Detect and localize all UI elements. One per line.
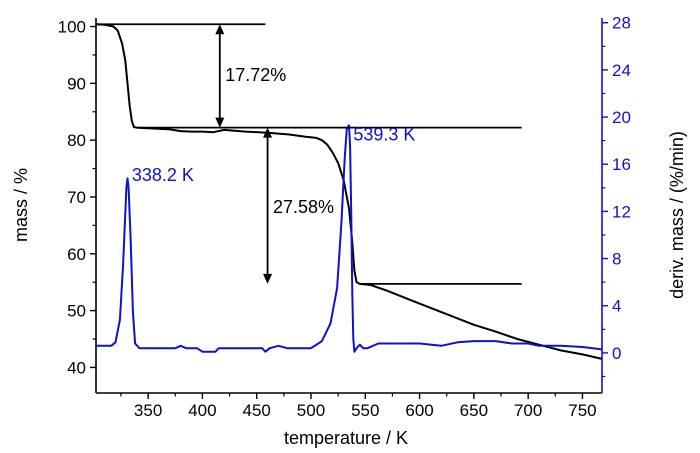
right-tick-label: 20 (612, 108, 631, 127)
peak1-label: 338.2 K (132, 165, 194, 185)
x-axis-title: temperature / K (284, 428, 408, 448)
right-tick-label: 28 (612, 14, 631, 33)
deriv-series-line (96, 124, 603, 353)
right-tick-label: 0 (612, 344, 621, 363)
right-tick-label: 16 (612, 155, 631, 174)
right-tick-label: 24 (612, 61, 631, 80)
left-axis-title: mass / % (11, 168, 31, 242)
left-tick-label: 60 (67, 245, 86, 264)
x-tick-label: 500 (297, 401, 325, 420)
left-tick-label: 90 (67, 74, 86, 93)
series-layer (95, 23, 603, 360)
left-tick-label: 40 (67, 358, 86, 377)
left-tick-label: 50 (67, 302, 86, 321)
x-tick-label: 700 (514, 401, 542, 420)
left-tick-label: 100 (58, 18, 86, 37)
step1-arrow-arrowhead-bottom (215, 117, 225, 128)
x-tick-label: 650 (460, 401, 488, 420)
left-tick-label: 70 (67, 188, 86, 207)
peak2-label: 539.3 K (353, 125, 415, 145)
right-tick-label: 12 (612, 202, 631, 221)
step2-arrow-arrowhead-bottom (263, 273, 273, 284)
step2-label: 27.58% (273, 197, 334, 217)
x-tick-label: 450 (243, 401, 271, 420)
mass-series-line (95, 23, 603, 360)
step1-arrow-arrowhead-top (215, 24, 225, 35)
right-tick-label: 8 (612, 250, 621, 269)
left-tick-label: 80 (67, 131, 86, 150)
step2-arrow-arrowhead-top (263, 127, 273, 138)
step1-label: 17.72% (225, 65, 286, 85)
x-tick-label: 750 (568, 401, 596, 420)
tick-layer: 350 400 450 500 550 600 650 700 7504050607080901… (58, 14, 631, 420)
x-tick-label: 350 (134, 401, 162, 420)
x-tick-label: 600 (405, 401, 433, 420)
x-tick-label: 400 (188, 401, 216, 420)
annotation-layer: 17.72% 27.58% 338.2 K 539.3 K (96, 23, 522, 285)
x-tick-label: 550 (351, 401, 379, 420)
right-axis-title: deriv. mass / (%/min) (667, 131, 687, 299)
plot-frame (95, 18, 603, 394)
right-tick-label: 4 (612, 297, 621, 316)
